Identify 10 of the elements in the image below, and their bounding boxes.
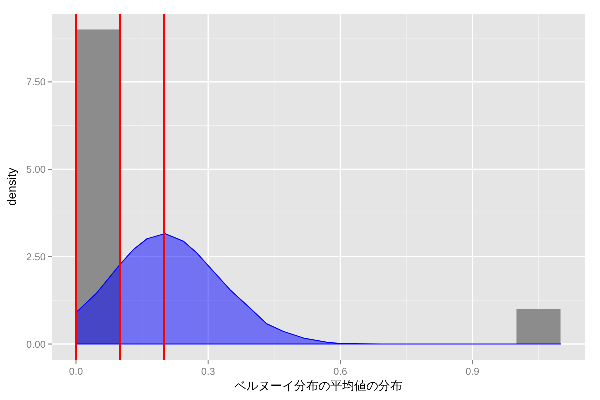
- x-axis-title: ベルヌーイ分布の平均値の分布: [234, 379, 402, 393]
- y-tick-label: 2.50: [26, 252, 46, 264]
- y-tick-label: 0.00: [26, 340, 46, 351]
- x-tick-label: 0.9: [466, 367, 480, 378]
- x-tick-label: 0.0: [69, 367, 84, 378]
- y-axis-title: density: [5, 168, 19, 206]
- x-tick-label: 0.6: [334, 367, 348, 378]
- x-tick-label: 0.3: [201, 367, 216, 378]
- y-tick-label: 5.00: [26, 165, 46, 176]
- y-tick-label: 7.50: [26, 78, 46, 89]
